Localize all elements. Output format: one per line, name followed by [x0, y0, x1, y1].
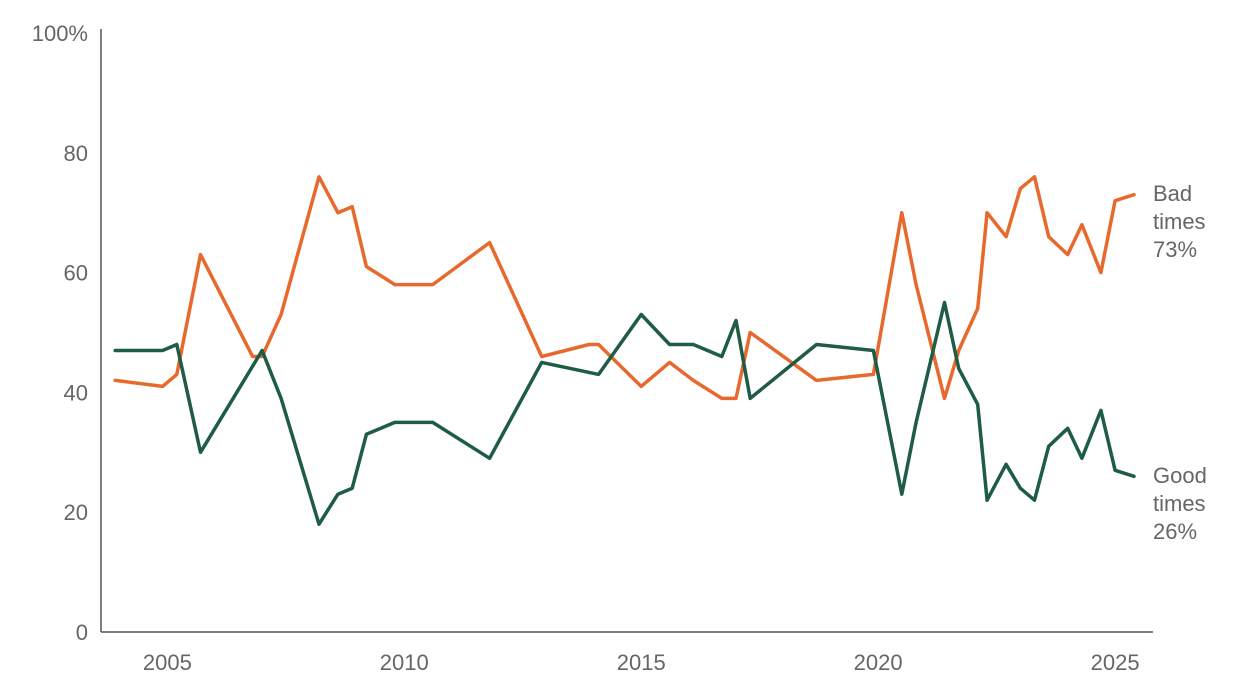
x-tick-label: 2025: [1091, 650, 1140, 675]
series-line-bad: [113, 175, 1136, 401]
y-tick-label: 100%: [32, 21, 88, 46]
y-axis-ticks: 0 20 40 60 80 100%: [32, 21, 88, 645]
series-label-good: times: [1153, 491, 1206, 516]
x-tick-label: 2010: [380, 650, 429, 675]
series-good-times: [113, 300, 1136, 526]
y-tick-label: 20: [64, 500, 88, 525]
x-axis-ticks: 2005 2010 2015 2020 2025: [143, 650, 1140, 675]
x-tick-label: 2020: [854, 650, 903, 675]
series-label-good: Good: [1153, 463, 1207, 488]
series-end-labels: Bad times 73% Good times 26%: [1153, 181, 1207, 544]
y-tick-label: 60: [64, 261, 88, 286]
series-line-good: [113, 300, 1136, 526]
x-tick-label: 2005: [143, 650, 192, 675]
series-label-bad: times: [1153, 209, 1206, 234]
series-label-good: 26%: [1153, 519, 1197, 544]
y-tick-label: 80: [64, 141, 88, 166]
y-tick-label: 0: [76, 620, 88, 645]
series-label-bad: 73%: [1153, 237, 1197, 262]
series-layer: [113, 175, 1136, 526]
x-tick-label: 2015: [617, 650, 666, 675]
y-tick-label: 40: [64, 380, 88, 405]
series-bad-times: [113, 175, 1136, 401]
series-label-bad: Bad: [1153, 181, 1192, 206]
